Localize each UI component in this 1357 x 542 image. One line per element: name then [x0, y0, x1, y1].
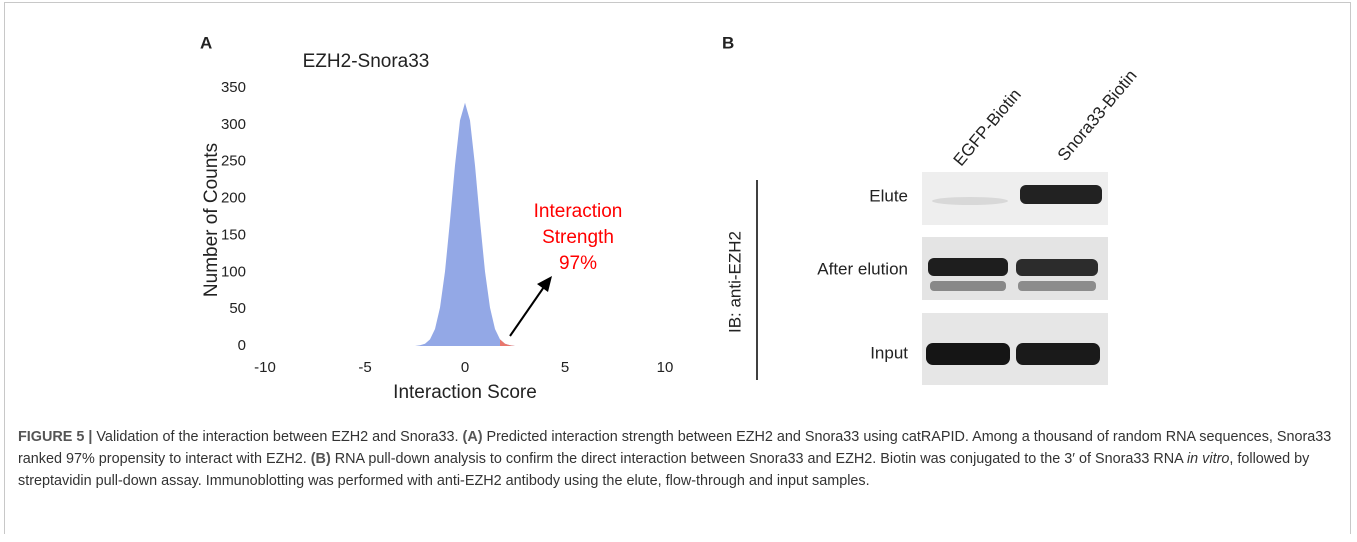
panel-label: B [722, 33, 734, 52]
y-axis-label: Number of Counts [201, 143, 222, 297]
blot-band [926, 343, 1010, 365]
row-label: Elute [869, 186, 908, 205]
blot-band [1016, 343, 1100, 365]
arrow [510, 284, 546, 336]
x-tick-label: 10 [657, 359, 674, 376]
blot-panel: EGFP-Biotin Snora33-Biotin IB: anti-EZH2… [725, 66, 1140, 385]
y-tick-label: 250 [221, 153, 246, 170]
caption-italic: in vitro [1187, 451, 1229, 467]
y-tick-label: 200 [221, 190, 246, 207]
blot-band [932, 197, 1008, 205]
antibody-label: IB: anti-EZH2 [725, 231, 744, 333]
caption-text: RNA pull-down analysis to confirm the di… [331, 451, 1187, 467]
caption-part: (A) [463, 429, 483, 445]
blot-band [930, 281, 1006, 291]
y-tick-label: 150 [221, 226, 246, 243]
arrow-head [537, 276, 552, 292]
row-label: After elution [817, 259, 908, 278]
y-tick-label: 100 [221, 263, 246, 280]
x-tick-label: 0 [461, 359, 469, 376]
x-axis-label: Interaction Score [393, 382, 537, 403]
caption-part: (B) [311, 451, 331, 467]
caption-label: FIGURE 5 | [18, 429, 92, 445]
chart: EZH2-Snora33 Interaction Score Number of… [201, 51, 673, 403]
blot-band [1016, 259, 1098, 276]
annotation: Interaction [534, 201, 623, 222]
y-tick-label: 350 [221, 79, 246, 96]
blot-band [1018, 281, 1096, 291]
panel-label: A [200, 33, 212, 52]
annotation: Strength [542, 227, 614, 248]
area [500, 339, 515, 346]
caption: FIGURE 5 | Validation of the interaction… [18, 426, 1338, 492]
lane-label: EGFP-Biotin [950, 85, 1025, 170]
lane-label: Snora33-Biotin [1054, 66, 1141, 164]
x-tick-label: -5 [358, 359, 371, 376]
row-label: Input [870, 343, 908, 362]
blot-band [928, 258, 1008, 276]
x-tick-label: 5 [561, 359, 569, 376]
chart-title: EZH2-Snora33 [303, 51, 430, 72]
y-tick-label: 300 [221, 116, 246, 133]
annotation: 97% [559, 253, 597, 274]
y-tick-label: 0 [238, 337, 246, 354]
figure: A B EZH2-Snora33 Interaction Score Numbe… [0, 0, 1357, 420]
x-tick-label: -10 [254, 359, 276, 376]
blot-band [1020, 185, 1102, 204]
y-tick-label: 50 [229, 300, 246, 317]
area [415, 103, 515, 346]
caption-text: Validation of the interaction between EZ… [92, 429, 462, 445]
page: A B EZH2-Snora33 Interaction Score Numbe… [0, 0, 1357, 542]
